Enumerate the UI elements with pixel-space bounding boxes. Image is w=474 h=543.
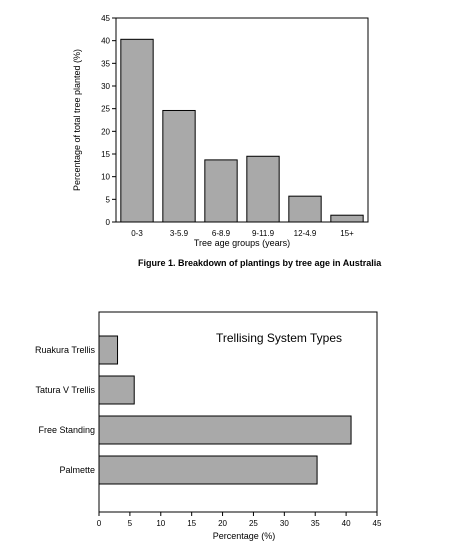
- chart-1-y-axis-title: Percentage of total tree planted (%): [72, 49, 82, 191]
- chart-2-title: Trellising System Types: [216, 331, 342, 345]
- chart-2-x-tick-label: 45: [373, 519, 382, 528]
- chart-1-x-tick-label: 6-8.9: [212, 229, 231, 238]
- chart-1-x-tick-label: 0-3: [131, 229, 143, 238]
- chart-2-x-tick-label: 5: [128, 519, 133, 528]
- chart-2-category-label: Free Standing: [38, 425, 95, 435]
- chart-1-y-tick-label: 5: [106, 195, 111, 204]
- chart-2-bars: [98, 335, 352, 485]
- chart-1-x-tick-label: 12-4.9: [294, 229, 317, 238]
- chart-1-x-axis-title: Tree age groups (years): [194, 238, 290, 248]
- chart-1-x-tick-label: 3-5.9: [170, 229, 189, 238]
- chart-2-x-tick-label: 20: [218, 519, 227, 528]
- chart-1-y-tick-label: 25: [101, 105, 110, 114]
- chart-1-y-tick-label: 20: [101, 127, 110, 136]
- chart-1-x-tick-label: 15+: [340, 229, 354, 238]
- chart-1-bars: [120, 38, 364, 223]
- chart-1-caption: Figure 1. Breakdown of plantings by tree…: [138, 258, 382, 268]
- chart-2-x-tick-label: 40: [342, 519, 351, 528]
- chart-1-bar: [204, 159, 238, 223]
- chart-2-bar: [98, 375, 135, 405]
- chart-1-y-tick-label: 10: [101, 173, 110, 182]
- chart-1-y-tick-label: 30: [101, 82, 110, 91]
- chart-1-y-axis-ticks: 0 5 10 15 20 25 30 35 40 45: [101, 14, 116, 227]
- chart-1-y-tick-label: 15: [101, 150, 110, 159]
- chart-2-category-label: Palmette: [59, 465, 95, 475]
- chart-1-bar: [246, 155, 280, 223]
- chart-1-bar: [330, 214, 364, 223]
- chart-2-x-tick-label: 10: [156, 519, 165, 528]
- chart-2-bar: [98, 335, 119, 365]
- chart-2-category-labels: Ruakura Trellis Tatura V Trellis Free Stan…: [35, 345, 96, 475]
- chart-1-y-tick-label: 40: [101, 37, 110, 46]
- chart-1-plot-frame: [115, 17, 369, 223]
- chart-1-bar: [288, 195, 322, 223]
- chart-2-x-tick-label: 35: [311, 519, 320, 528]
- chart-1-bar: [162, 109, 196, 223]
- chart-2-plot-frame: [98, 311, 378, 513]
- chart-1-bar: [120, 38, 154, 223]
- chart-1-y-tick-label: 45: [101, 14, 110, 23]
- chart-1-x-tick-label: 9-11.9: [252, 229, 275, 238]
- chart-1-tree-age: 0 5 10 15 20 25 30 35 40 45 0-3 3-5.9 6-8.9 9-11.9 12…: [72, 14, 382, 268]
- chart-2-category-label: Tatura V Trellis: [35, 385, 95, 395]
- chart-1-y-tick-label: 0: [106, 218, 111, 227]
- chart-2-x-tick-label: 30: [280, 519, 289, 528]
- chart-2-bar: [98, 455, 318, 485]
- chart-1-x-axis-labels: 0-3 3-5.9 6-8.9 9-11.9 12-4.9 15+: [131, 229, 354, 238]
- chart-2-x-axis-title: Percentage (%): [213, 531, 276, 541]
- chart-1-y-tick-label: 35: [101, 59, 110, 68]
- chart-2-bar: [98, 415, 352, 445]
- chart-2-x-tick-label: 0: [97, 519, 102, 528]
- chart-2-x-axis-ticks: 0 5 10 15 20 25 30 35 40 45: [97, 512, 382, 528]
- chart-2-x-tick-label: 25: [249, 519, 258, 528]
- chart-2-x-tick-label: 15: [187, 519, 196, 528]
- chart-2-category-label: Ruakura Trellis: [35, 345, 96, 355]
- chart-2-trellising: 0 5 10 15 20 25 30 35 40 45 Ruakura Trellis Tatura…: [35, 311, 382, 541]
